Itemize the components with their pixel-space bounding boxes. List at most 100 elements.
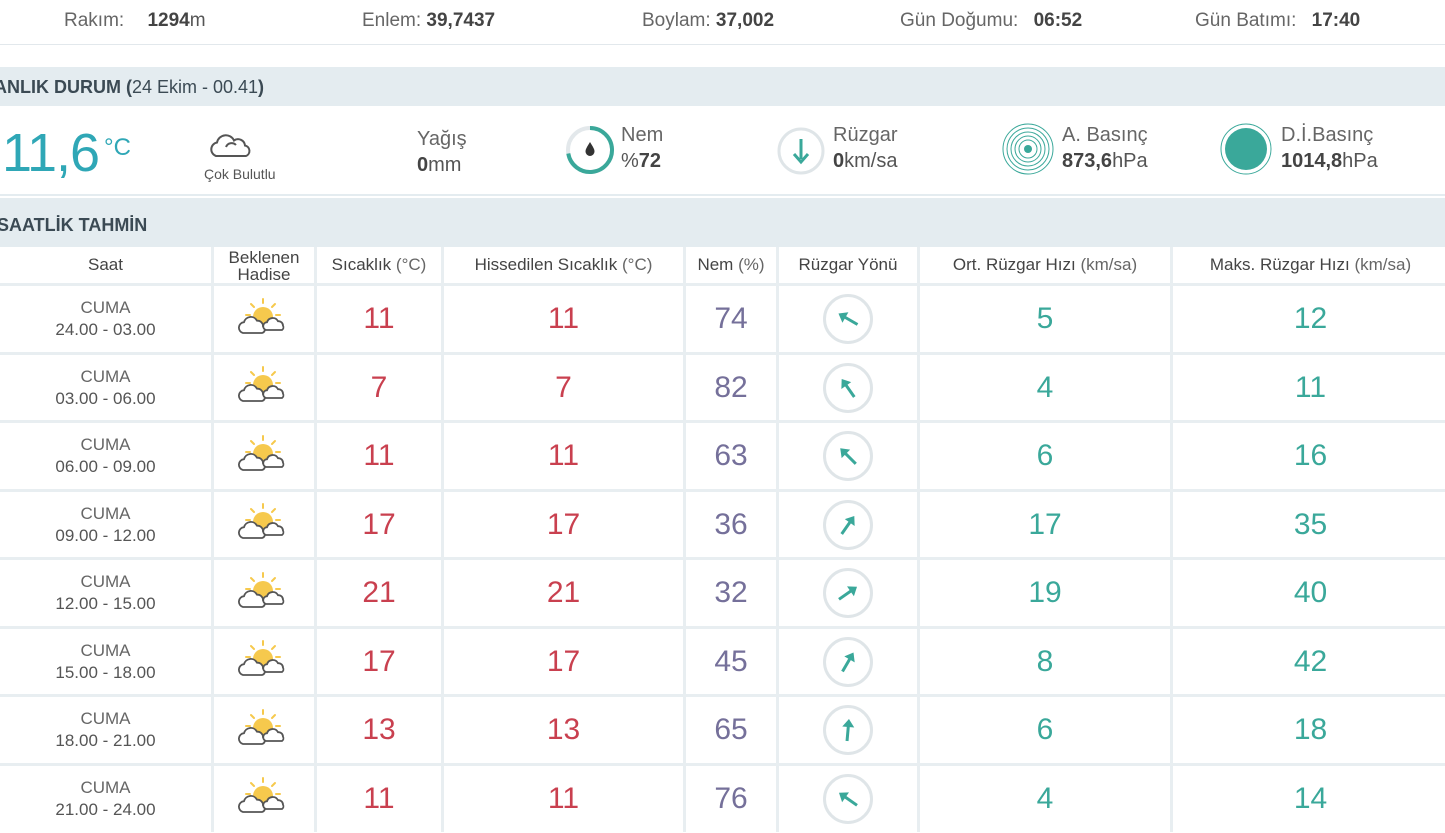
time-range: 15.00 - 18.00 — [55, 662, 156, 682]
event-cell — [211, 628, 314, 695]
header-temp-label: Sıcaklık — [331, 255, 392, 274]
humidity-value: 76 — [714, 781, 748, 815]
sea-pressure-unit: hPa — [1342, 150, 1378, 172]
wind-direction-cell — [776, 628, 917, 695]
day-label: CUMA — [80, 366, 131, 386]
day-label: CUMA — [80, 298, 131, 317]
header-temp-unit: (°C) — [395, 255, 427, 274]
humidity-prefix: % — [621, 150, 639, 172]
partly-cloudy-sun-icon — [237, 708, 291, 753]
temperature-value: 13 — [362, 713, 396, 746]
temperature-value-cell: 21 — [314, 560, 441, 626]
humidity-value: 65 — [714, 713, 748, 746]
time-range: 09.00 - 12.00 — [55, 525, 156, 545]
sea-pressure-label: D.İ.Basınç — [1281, 124, 1374, 146]
header-temp: Sıcaklık (°C) — [314, 247, 441, 283]
current-conditions-panel: 11,6 °C Çok Bulutlu Yağış 0mm Nem %72 Rü… — [0, 106, 1445, 196]
event-cell — [211, 286, 314, 352]
sunset-info: Gün Batımı: 17:40 — [1195, 10, 1360, 32]
avg-wind-value-cell: 8 — [917, 628, 1170, 695]
header-humidity-label: Nem — [697, 255, 734, 274]
humidity-value-cell: 65 — [683, 697, 776, 763]
current-title-text: ANLIK DURUM ( — [0, 77, 132, 97]
wind-direction-cell — [776, 765, 917, 832]
hourly-section-header: SAATLİK TAHMİN — [0, 198, 1445, 247]
time-range: 06.00 - 09.00 — [55, 457, 156, 476]
temperature-value-cell: 17 — [314, 628, 441, 695]
feels-like-value-cell: 7 — [441, 354, 683, 421]
header-event: Beklenen Hadise — [211, 247, 314, 283]
avg-wind-value: 6 — [1036, 713, 1054, 746]
pressure-icon — [1002, 123, 1054, 175]
pressure-reading: 873,6hPa — [1062, 150, 1148, 173]
longitude-label: Boylam: — [642, 10, 711, 31]
partly-cloudy-sun-icon — [237, 365, 291, 410]
header-event-line2: Hadise — [237, 265, 291, 284]
feels-like-value: 11 — [547, 302, 580, 335]
feels-like-value: 11 — [547, 439, 580, 472]
feels-like-value-cell: 13 — [441, 697, 683, 763]
current-section-header: ANLIK DURUM (24 Ekim - 00.41) — [0, 67, 1445, 106]
avg-wind-value: 5 — [1036, 302, 1054, 335]
temperature-value-cell: 11 — [314, 765, 441, 832]
pressure-unit: hPa — [1112, 150, 1148, 172]
temperature-value: 7 — [370, 370, 388, 404]
cloudy-icon — [210, 134, 251, 157]
humidity-value-cell: 74 — [683, 286, 776, 352]
max-wind-value: 11 — [1294, 370, 1327, 404]
time-cell: CUMA 15.00 - 18.00 — [0, 629, 211, 695]
feels-like-value-cell: 17 — [441, 628, 683, 695]
feels-like-value: 17 — [546, 644, 581, 678]
header-humidity-unit: (%) — [738, 255, 765, 274]
avg-wind-value-cell: 5 — [917, 286, 1170, 352]
header-wind-direction: Rüzgar Yönü — [776, 247, 917, 283]
header-feels-unit: (°C) — [622, 255, 653, 274]
wind-direction-cell — [776, 354, 917, 421]
max-wind-value-cell: 42 — [1170, 628, 1445, 695]
feels-like-value: 21 — [546, 576, 581, 609]
wind-direction-icon — [777, 127, 825, 175]
max-wind-value: 14 — [1293, 781, 1328, 815]
event-cell — [211, 423, 314, 489]
max-wind-value: 18 — [1293, 713, 1328, 746]
header-feels-label: Hissedilen Sıcaklık — [474, 255, 618, 274]
wind-arrow-icon — [823, 705, 873, 755]
partly-cloudy-sun-icon — [237, 571, 291, 616]
wind-arrow-icon — [823, 568, 873, 618]
max-wind-value-cell: 18 — [1170, 697, 1445, 763]
wind-arrow-icon — [823, 499, 873, 550]
sea-pressure-icon — [1220, 123, 1272, 175]
humidity-value-cell: 36 — [683, 491, 776, 558]
time-cell: CUMA 12.00 - 15.00 — [0, 560, 211, 626]
temperature-value: 11 — [363, 439, 395, 472]
max-wind-value: 35 — [1293, 507, 1328, 541]
header-time: Saat — [0, 247, 211, 283]
avg-wind-value: 6 — [1036, 439, 1054, 472]
hourly-section-title: SAATLİK TAHMİN — [0, 215, 148, 235]
feels-like-value: 11 — [547, 781, 580, 815]
max-wind-value-cell: 35 — [1170, 491, 1445, 558]
header-event-line1: Beklenen — [228, 248, 300, 267]
feels-like-value: 7 — [555, 370, 572, 404]
temperature-value: 11 — [363, 302, 395, 335]
humidity-reading: %72 — [621, 150, 661, 173]
event-cell — [211, 491, 314, 558]
condition-label: Çok Bulutlu — [204, 166, 276, 182]
latitude-info: Enlem: 39,7437 — [362, 10, 495, 32]
current-title-date: 24 Ekim - 00.41 — [131, 77, 259, 97]
temperature-value-cell: 11 — [314, 286, 441, 352]
rain-value: 0 — [417, 154, 429, 176]
time-range: 03.00 - 06.00 — [55, 388, 156, 408]
time-range: 18.00 - 21.00 — [55, 731, 156, 750]
avg-wind-value: 4 — [1036, 781, 1054, 815]
wind-reading: 0km/sa — [833, 150, 897, 173]
sunrise-info: Gün Doğumu: 06:52 — [900, 10, 1082, 32]
longitude-info: Boylam: 37,002 — [642, 10, 774, 32]
elevation-info: Rakım: 1294m — [64, 10, 206, 32]
avg-wind-value: 19 — [1028, 576, 1062, 609]
max-wind-value: 42 — [1293, 644, 1328, 678]
time-cell: CUMA 03.00 - 06.00 — [0, 355, 211, 421]
pressure-value: 873,6 — [1062, 150, 1113, 172]
temperature-value: 17 — [362, 507, 396, 541]
table-row: CUMA 15.00 - 18.00 17 17 45 8 42 — [0, 625, 1445, 695]
